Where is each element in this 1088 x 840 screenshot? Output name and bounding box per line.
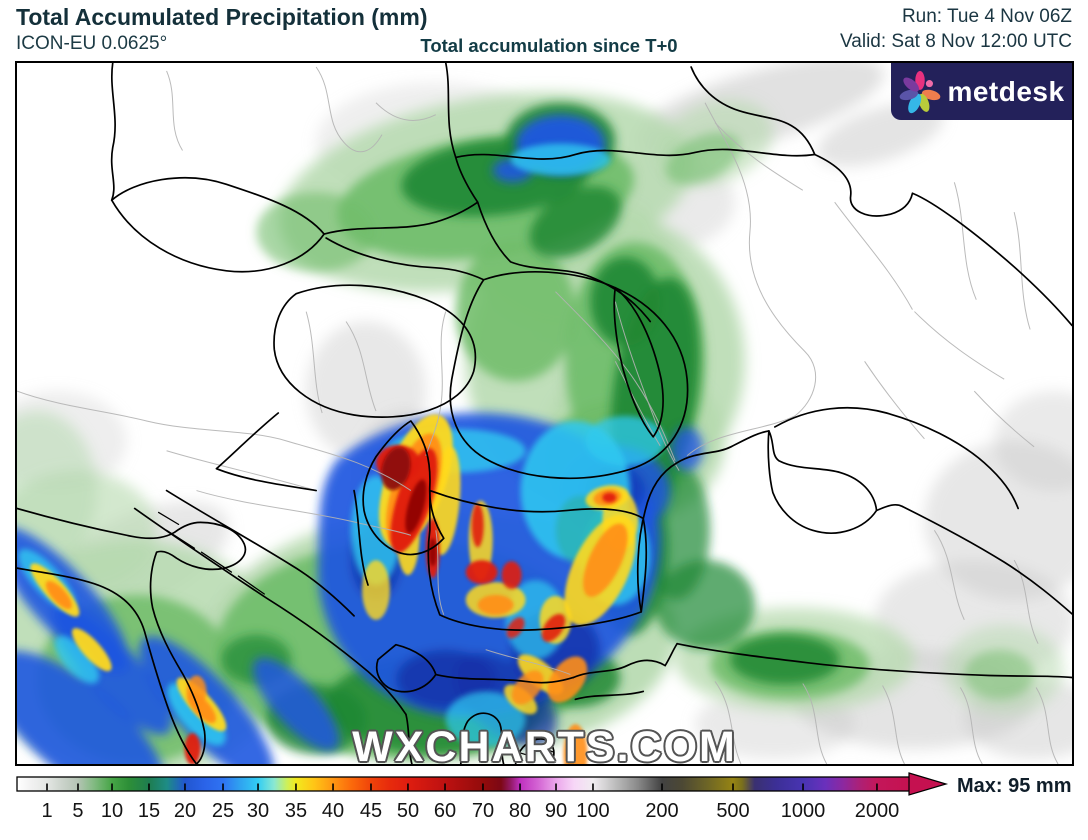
colorbar-tick-label: 30 — [247, 800, 269, 822]
page-title: Total Accumulated Precipitation (mm) — [16, 4, 428, 30]
colorbar: 1 5 10 15 20 25 30 35 40 45 50 60 70 80 90 100 200 500 100… — [0, 768, 1088, 835]
colorbar-tick-label: 25 — [212, 800, 234, 822]
colorbar-tick-label: 70 — [472, 800, 494, 822]
colorbar-tick-label: 10 — [101, 800, 123, 822]
colorbar-labels: 1 5 10 15 20 25 30 35 40 45 50 60 70 80 90 100 200 500 100… — [41, 800, 899, 822]
metdesk-logo-text: metdesk — [947, 75, 1065, 107]
accumulation-subtitle: Total accumulation since T+0 — [420, 35, 678, 56]
colorbar-tick-label: 15 — [138, 800, 160, 822]
metdesk-logo: metdesk — [891, 63, 1072, 120]
run-time-label: Run: Tue 4 Nov 06Z — [901, 6, 1072, 27]
colorbar-tick-label: 1000 — [781, 800, 826, 822]
model-resolution-label: ICON-EU 0.0625° — [16, 33, 168, 54]
wxcharts-watermark: WXCHARTS.COM — [352, 723, 737, 771]
precipitation-map: metdesk WXCHARTS.COM — [15, 61, 1074, 771]
colorbar-tick-label: 60 — [434, 800, 456, 822]
river-lines — [17, 66, 1059, 764]
colorbar-tick-label: 45 — [360, 800, 382, 822]
precip-dark-red-core — [381, 447, 437, 567]
colorbar-tick-label: 50 — [397, 800, 419, 822]
map-canvas — [17, 63, 1072, 764]
metdesk-flower-icon — [900, 70, 941, 113]
colorbar-arrow — [908, 772, 949, 796]
colorbar-tick-label: 1 — [41, 800, 52, 822]
valid-time-label: Valid: Sat 8 Nov 12:00 UTC — [840, 31, 1072, 52]
colorbar-tick-label: 500 — [716, 800, 749, 822]
colorbar-tick-label: 2000 — [855, 800, 900, 822]
colorbar-gradient-bar — [16, 776, 911, 792]
colorbar-tick-label: 5 — [72, 800, 83, 822]
colorbar-tick-label: 200 — [645, 800, 678, 822]
colorbar-tick-label: 80 — [509, 800, 531, 822]
country-borders — [17, 63, 1072, 764]
colorbar-tick-label: 100 — [576, 800, 609, 822]
colorbar-max-label: Max: 95 mm — [957, 775, 1072, 797]
colorbar-tick-label: 40 — [322, 800, 344, 822]
colorbar-ticks — [46, 783, 878, 791]
colorbar-tick-label: 20 — [174, 800, 196, 822]
colorbar-tick-label: 90 — [545, 800, 567, 822]
colorbar-canvas: 1 5 10 15 20 25 30 35 40 45 50 60 70 80 90 100 200 500 100… — [16, 772, 1072, 822]
colorbar-tick-label: 35 — [285, 800, 307, 822]
